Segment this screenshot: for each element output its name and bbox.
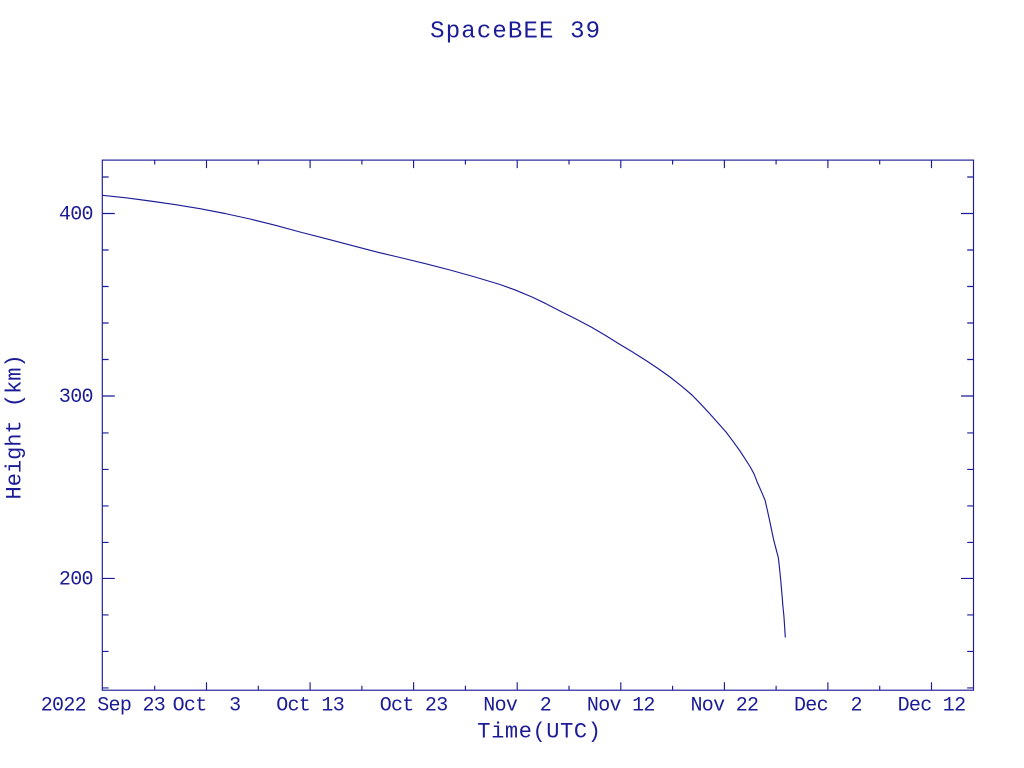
svg-text:Dec 12: Dec 12 — [898, 695, 966, 718]
svg-text:400: 400 — [59, 203, 93, 226]
svg-text:Height (km): Height (km) — [3, 354, 28, 499]
svg-text:200: 200 — [59, 568, 93, 591]
svg-text:Oct 13: Oct 13 — [276, 695, 344, 718]
svg-text:Oct 23: Oct 23 — [380, 695, 448, 718]
svg-text:2022 Sep 23: 2022 Sep 23 — [41, 695, 165, 718]
svg-text:300: 300 — [59, 386, 93, 409]
svg-text:SpaceBEE 39: SpaceBEE 39 — [430, 19, 601, 46]
svg-text:Time(UTC): Time(UTC) — [477, 719, 601, 744]
svg-text:Dec 2: Dec 2 — [794, 695, 862, 718]
svg-text:Nov 12: Nov 12 — [587, 695, 655, 718]
svg-text:Nov 22: Nov 22 — [690, 695, 758, 718]
svg-text:Oct 3: Oct 3 — [173, 695, 241, 718]
svg-text:Nov 2: Nov 2 — [483, 695, 551, 718]
